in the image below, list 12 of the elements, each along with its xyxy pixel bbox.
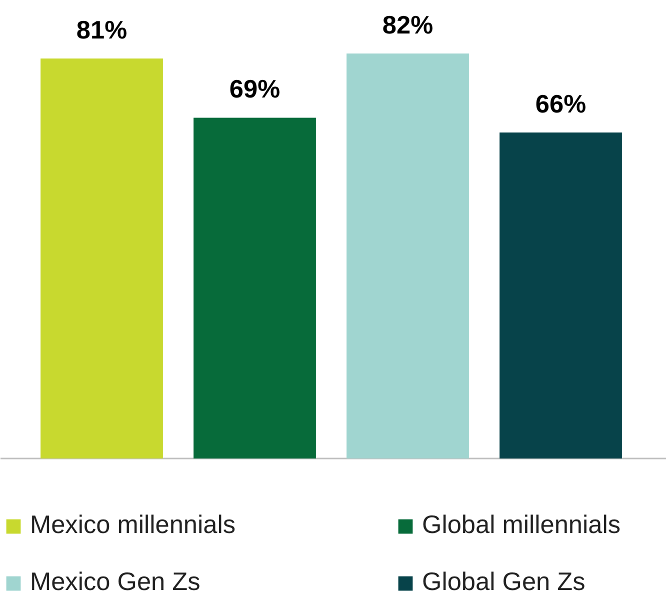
legend-label: Mexico Gen Zs	[30, 568, 200, 597]
legend-label: Global millennials	[422, 511, 620, 540]
legend-label: Global Gen Zs	[422, 568, 586, 597]
bar	[40, 58, 163, 458]
data-label: 69%	[229, 76, 280, 104]
bar	[500, 132, 622, 458]
data-label: 81%	[76, 16, 128, 44]
legend-label: Mexico millennials	[30, 511, 236, 540]
data-label: 66%	[535, 90, 586, 119]
bar	[346, 54, 469, 458]
bar	[194, 118, 316, 458]
data-label: 82%	[382, 12, 434, 40]
